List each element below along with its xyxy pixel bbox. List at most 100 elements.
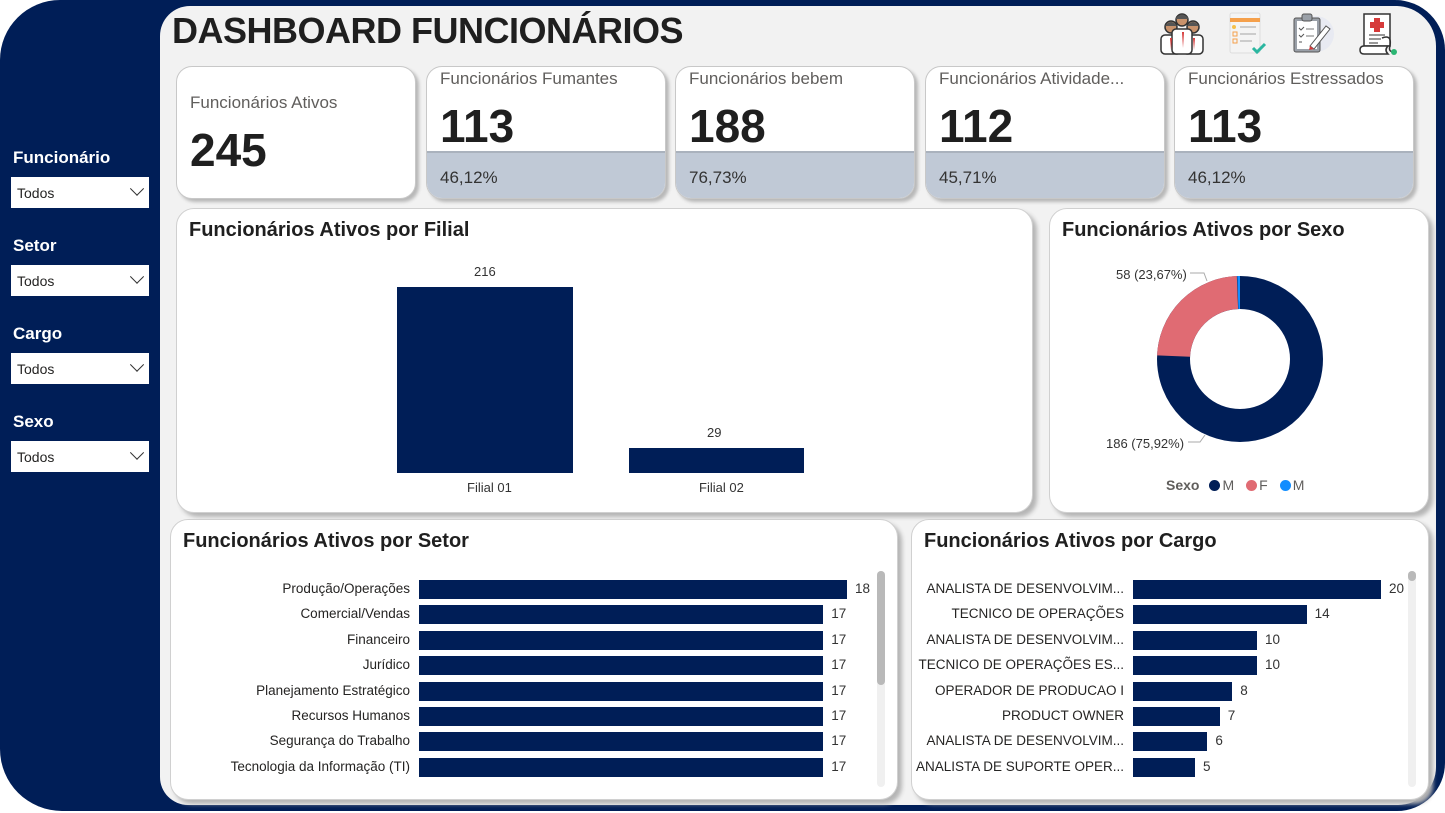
bar-value-label: 14 bbox=[1314, 606, 1330, 622]
bar[interactable] bbox=[419, 757, 824, 777]
x-tick-label: Filial 02 bbox=[699, 480, 744, 495]
filter-setor: Setor Todos bbox=[11, 236, 149, 296]
kpi-value: 113 bbox=[1188, 100, 1263, 152]
bar-value-label: 10 bbox=[1265, 657, 1281, 673]
category-label: Segurança do Trabalho bbox=[269, 733, 410, 749]
legend-dot-icon bbox=[1279, 479, 1291, 491]
dropdown-value: Todos bbox=[17, 272, 55, 289]
category-label: Tecnologia da Informação (TI) bbox=[230, 758, 410, 774]
filter-funcionario: Funcionário Todos bbox=[11, 148, 149, 208]
bar-value-label: 5 bbox=[1203, 758, 1211, 774]
category-label: PRODUCT OWNER bbox=[1001, 708, 1124, 723]
kpi-value: 188 bbox=[689, 100, 766, 152]
slice-label-m: 186 (75,92%) bbox=[1106, 436, 1185, 451]
bar-row: ANALISTA DE SUPORTE OPER... bbox=[912, 758, 1124, 778]
category-label: Produção/Operações bbox=[282, 581, 410, 596]
chart-title: Funcionários Ativos por Sexo bbox=[1062, 219, 1345, 241]
kpi-estressados: Funcionários Estressados 113 46,12% bbox=[1174, 66, 1414, 199]
category-label: Financeiro bbox=[346, 631, 410, 647]
category-label: ANALISTA DE DESENVOLVIM... bbox=[926, 581, 1124, 596]
kpi-band: 46,12% bbox=[1175, 151, 1413, 198]
category-label: TECNICO DE OPERAÇÕES bbox=[951, 606, 1124, 622]
donut-chart[interactable] bbox=[1050, 209, 1430, 514]
cargo-scrollbar[interactable] bbox=[1408, 571, 1416, 787]
bar-value-label: 17 bbox=[831, 733, 847, 749]
sexo-dropdown[interactable]: Todos bbox=[11, 441, 149, 472]
bar-value-label: 17 bbox=[831, 657, 847, 673]
category-label: OPERADOR DE PRODUCAO I bbox=[934, 682, 1124, 698]
bar[interactable] bbox=[419, 656, 824, 676]
checklist-icon[interactable] bbox=[1224, 10, 1272, 56]
kpi-fumantes: Funcionários Fumantes 113 46,12% bbox=[426, 66, 666, 199]
bar-value-label: 17 bbox=[831, 708, 847, 723]
setor-scrollbar[interactable] bbox=[877, 571, 885, 787]
kpi-band: 45,71% bbox=[926, 151, 1164, 198]
kpi-bebem: Funcionários bebem 188 76,73% bbox=[675, 66, 915, 199]
chart-legend: Sexo M F M bbox=[1166, 477, 1312, 493]
bar[interactable] bbox=[1133, 707, 1220, 726]
legend-item-f[interactable]: F bbox=[1246, 477, 1268, 493]
filter-label: Setor bbox=[13, 236, 57, 255]
funcionario-dropdown[interactable]: Todos bbox=[11, 177, 149, 208]
bar[interactable] bbox=[1133, 580, 1381, 599]
bar[interactable] bbox=[1133, 656, 1257, 676]
dropdown-value: Todos bbox=[17, 360, 55, 377]
category-label: ANALISTA DE DESENVOLVIM... bbox=[926, 733, 1124, 749]
dropdown-value: Todos bbox=[17, 184, 55, 201]
bar-row: Segurança do Trabalho bbox=[171, 732, 410, 752]
bar-row: Financeiro bbox=[171, 631, 410, 651]
bar[interactable] bbox=[419, 630, 824, 650]
setor-dropdown[interactable]: Todos bbox=[11, 265, 149, 296]
kpi-percent: 46,12% bbox=[440, 168, 498, 187]
bar-value-label: 20 bbox=[1389, 581, 1405, 596]
filter-sexo: Sexo Todos bbox=[11, 412, 149, 472]
kpi-atividade: Funcionários Atividade... 112 45,71% bbox=[925, 66, 1165, 199]
bar[interactable] bbox=[1133, 757, 1195, 777]
bar[interactable] bbox=[1133, 732, 1208, 752]
medical-certificate-icon[interactable] bbox=[1354, 10, 1402, 56]
cargo-dropdown[interactable]: Todos bbox=[11, 353, 149, 384]
legend-item-m2[interactable]: M bbox=[1279, 477, 1304, 493]
chart-title: Funcionários Ativos por Cargo bbox=[924, 530, 1217, 552]
kpi-band: 46,12% bbox=[427, 151, 665, 198]
legend-item-m[interactable]: M bbox=[1209, 477, 1234, 493]
clipboard-icon[interactable] bbox=[1288, 10, 1336, 56]
bar-row: Tecnologia da Informação (TI) bbox=[171, 758, 410, 778]
bar-row: TECNICO DE OPERAÇÕES bbox=[912, 605, 1124, 625]
chevron-down-icon bbox=[129, 445, 145, 460]
bar[interactable] bbox=[419, 732, 824, 752]
bar-value-label: 8 bbox=[1240, 682, 1248, 698]
bar-filial-01[interactable] bbox=[397, 287, 573, 473]
bar-value-label: 10 bbox=[1265, 631, 1281, 647]
kpi-value: 113 bbox=[440, 100, 515, 152]
bar-value-label: 18 bbox=[855, 581, 871, 596]
kpi-title: Funcionários Atividade... bbox=[939, 69, 1125, 88]
kpi-title: Funcionários Estressados bbox=[1188, 69, 1384, 88]
kpi-percent: 46,12% bbox=[1188, 168, 1246, 187]
bar[interactable] bbox=[1133, 605, 1307, 625]
bar[interactable] bbox=[1133, 681, 1233, 701]
kpi-title: Funcionários Ativos bbox=[190, 93, 338, 112]
kpi-value: 245 bbox=[190, 124, 267, 176]
bar[interactable] bbox=[419, 580, 847, 599]
chart-cargo: Funcionários Ativos por Cargo ANALISTA D… bbox=[911, 519, 1429, 800]
bar[interactable] bbox=[419, 707, 824, 726]
chart-sexo: Funcionários Ativos por Sexo 58 (23,67%)… bbox=[1049, 208, 1429, 513]
bar-value-label: 17 bbox=[831, 631, 847, 647]
legend-title: Sexo bbox=[1166, 477, 1200, 493]
bar[interactable] bbox=[419, 681, 824, 701]
filter-label: Sexo bbox=[13, 412, 54, 431]
category-label: Jurídico bbox=[362, 657, 410, 673]
bar[interactable] bbox=[1133, 630, 1257, 650]
chevron-down-icon bbox=[129, 269, 145, 284]
bar-row: PRODUCT OWNER bbox=[912, 707, 1124, 727]
scrollbar-thumb[interactable] bbox=[1408, 571, 1416, 581]
scrollbar-thumb[interactable] bbox=[877, 571, 885, 685]
bar[interactable] bbox=[419, 605, 824, 625]
bar-value-label: 17 bbox=[831, 606, 847, 622]
chart-title: Funcionários Ativos por Setor bbox=[183, 530, 469, 552]
chart-filial: Funcionários Ativos por Filial 216 Filia… bbox=[176, 208, 1033, 513]
team-icon[interactable] bbox=[1158, 10, 1206, 56]
bar-filial-02[interactable] bbox=[629, 448, 804, 473]
chevron-down-icon bbox=[129, 357, 145, 372]
